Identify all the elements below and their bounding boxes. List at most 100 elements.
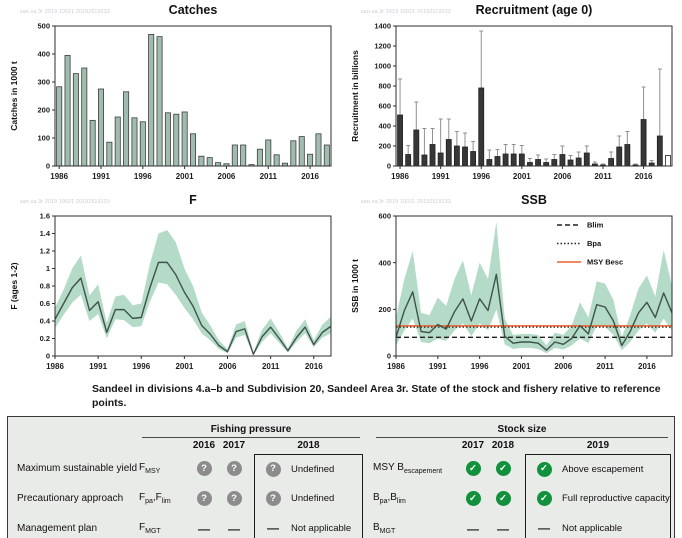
check-icon: ✓ — [465, 461, 481, 477]
svg-text:400: 400 — [378, 122, 391, 131]
svg-text:2006: 2006 — [218, 172, 236, 181]
svg-text:2016: 2016 — [635, 172, 653, 181]
svg-text:2016: 2016 — [638, 362, 656, 371]
fp-symbol: Fpa,Flim — [139, 492, 171, 506]
spacer — [363, 514, 373, 538]
svg-text:2011: 2011 — [260, 172, 278, 181]
ss-2019-boxed-cell: ✓ Full reproductive capacity — [525, 483, 671, 514]
ss-2017-cell: ✓ — [459, 491, 487, 507]
question-icon: ? — [196, 491, 212, 507]
question-icon: ? — [196, 461, 212, 477]
svg-text:1991: 1991 — [429, 362, 447, 371]
dash-icon: — — [497, 521, 509, 536]
svg-text:0.2: 0.2 — [40, 334, 50, 343]
ss-2017-cell: — — [459, 523, 487, 535]
svg-text:200: 200 — [37, 106, 50, 115]
svg-text:1986: 1986 — [391, 172, 409, 181]
ss-2019-boxed-cell: — Not applicable — [525, 513, 671, 538]
svg-text:1200: 1200 — [374, 42, 391, 51]
ss-status: Above escapement — [562, 463, 644, 475]
fp-2018-boxed-cell: — Not applicable — [254, 513, 363, 538]
check-icon: ✓ — [495, 461, 511, 477]
fp-2018-cell: ? — [255, 461, 291, 477]
dash-icon: — — [198, 521, 210, 536]
svg-text:800: 800 — [378, 82, 391, 91]
svg-text:2006: 2006 — [219, 362, 237, 371]
spacer — [363, 484, 373, 514]
svg-text:2011: 2011 — [596, 362, 614, 371]
ss-year-2017: 2017 — [461, 440, 485, 452]
svg-text:1996: 1996 — [132, 362, 150, 371]
fp-year-2016: 2016 — [192, 440, 216, 452]
fp-symbol: FMSY — [139, 462, 161, 476]
ss-symbol: BMGT — [373, 522, 396, 536]
ss-year-2018: 2018 — [491, 440, 515, 452]
svg-text:2011: 2011 — [594, 172, 612, 181]
fp-2016-cell: — — [189, 523, 219, 535]
svg-text:0.4: 0.4 — [40, 317, 51, 326]
table-row-management: Management plan FMGT — — — Not applicabl… — [11, 513, 671, 538]
fp-year-2018: 2018 — [297, 440, 320, 452]
fp-2016-cell: ? — [189, 491, 219, 507]
dash-icon: — — [267, 521, 279, 536]
svg-text:2016: 2016 — [301, 172, 319, 181]
svg-text:400: 400 — [378, 258, 391, 267]
fp-status: Undefined — [291, 463, 335, 475]
question-icon: ? — [265, 491, 281, 507]
svg-text:2001: 2001 — [513, 362, 531, 371]
svg-text:0: 0 — [46, 162, 50, 171]
spacer — [363, 454, 373, 484]
ss-2018-cell: ✓ — [487, 491, 519, 507]
svg-text:1991: 1991 — [92, 172, 110, 181]
check-icon: ✓ — [465, 491, 481, 507]
row-label: Precautionary approach — [17, 493, 124, 505]
question-icon: ? — [226, 491, 242, 507]
svg-text:0.6: 0.6 — [40, 299, 50, 308]
svg-text:1996: 1996 — [471, 362, 489, 371]
svg-text:1996: 1996 — [134, 172, 152, 181]
ssb-chart: san.sa.3r 2019 10021 20192519233 SSB SSB… — [341, 190, 682, 380]
check-icon: ✓ — [536, 461, 552, 477]
svg-text:0: 0 — [46, 352, 50, 361]
status-table: Fishing pressure Stock size 2016 2017 20… — [7, 415, 675, 538]
ss-status: Not applicable — [562, 522, 623, 534]
plot-watermark: san.sa.3r 2019 10021 20192519233 — [361, 199, 451, 205]
ss-status: Full reproductive capacity — [562, 493, 670, 505]
fp-2017-cell: ? — [219, 491, 249, 507]
svg-text:Blim: Blim — [587, 221, 604, 230]
ss-2017-cell: ✓ — [459, 461, 487, 477]
recruitment-plot-area: 0 200 400 600 800 1000 1200 1400 1986 1991 1996 200… — [374, 22, 673, 181]
row-label: Maximum sustainable yield — [17, 463, 138, 475]
fp-year-2017: 2017 — [222, 440, 246, 452]
charts-grid: san.sa.3r 2019 10021 20192519233 Catches… — [0, 0, 682, 380]
fp-2018-boxed-cell: ? Undefined — [254, 453, 363, 484]
svg-text:500: 500 — [37, 22, 50, 31]
svg-text:1986: 1986 — [50, 172, 68, 181]
ss-symbol: Bpa,Blim — [373, 492, 406, 506]
svg-text:1986: 1986 — [46, 362, 64, 371]
fp-2017-cell: ? — [219, 461, 249, 477]
catches-chart: san.sa.3r 2019 10021 20192519233 Catches… — [0, 0, 341, 190]
fishing-mortality-chart: san.sa.3r 2019 10021 20192519233 F F (ag… — [0, 190, 341, 380]
fp-2016-cell: ? — [189, 461, 219, 477]
fp-2018-cell: ? — [255, 491, 291, 507]
svg-text:1991: 1991 — [89, 362, 107, 371]
svg-text:2001: 2001 — [175, 362, 193, 371]
fp-status: Undefined — [291, 493, 335, 505]
dash-icon: — — [538, 521, 550, 536]
svg-text:1.2: 1.2 — [40, 247, 50, 256]
svg-text:100: 100 — [37, 134, 50, 143]
ss-2018-cell: ✓ — [487, 461, 519, 477]
ss-2019-cell: ✓ — [526, 461, 562, 477]
svg-text:200: 200 — [378, 305, 391, 314]
svg-text:600: 600 — [378, 102, 391, 111]
svg-text:300: 300 — [37, 78, 50, 87]
check-icon: ✓ — [495, 491, 511, 507]
fp-2018-boxed-cell: ? Undefined — [254, 483, 363, 514]
table-row-precautionary: Precautionary approach Fpa,Flim ? ? ? Un… — [11, 483, 671, 514]
table-years-row: 2016 2017 2018 2017 2018 2019 — [11, 438, 671, 454]
question-icon: ? — [226, 461, 242, 477]
catches-plot-area: 0 100 200 300 400 500 1986 1991 1996 2001 2006 2011… — [37, 22, 332, 181]
svg-text:2011: 2011 — [262, 362, 280, 371]
recruitment-title: Recruitment (age 0) — [475, 3, 593, 17]
